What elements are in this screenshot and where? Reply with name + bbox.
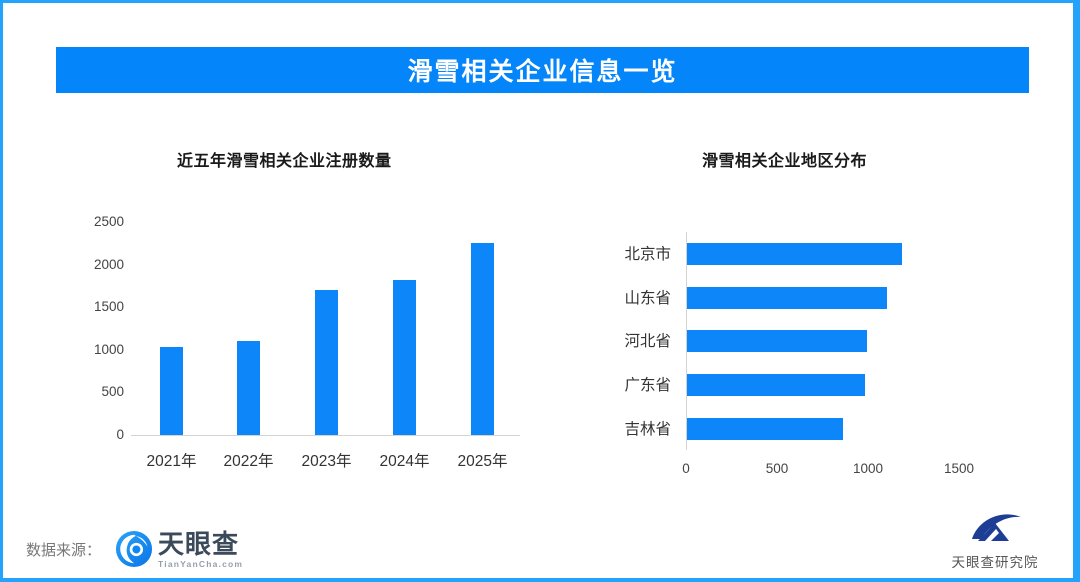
y-axis-tick-label: 1000 xyxy=(93,341,124,357)
y-axis-tick-label: 2500 xyxy=(93,214,124,229)
data-source-row: 数据来源： 天眼查 TianYanCha.com xyxy=(26,527,243,571)
bar xyxy=(393,280,416,435)
y-axis-category-label: 北京市 xyxy=(624,246,671,263)
region-distribution-bar-chart: 北京市山东省河北省广东省吉林省 0 500 1000 1500 xyxy=(600,225,1065,483)
institute-name: 天眼查研究院 xyxy=(951,555,1039,570)
tianyancha-domain: TianYanCha.com xyxy=(158,558,244,569)
y-axis-category-label: 广东省 xyxy=(624,377,671,394)
bar xyxy=(471,243,494,435)
data-source-label: 数据来源： xyxy=(26,541,102,559)
tianyancha-logo: 天眼查 TianYanCha.com xyxy=(115,530,243,569)
x-axis-category-label: 2025年 xyxy=(457,453,508,470)
x-axis-category-label: 2022年 xyxy=(223,453,274,470)
page-title: 滑雪相关企业信息一览 xyxy=(56,47,1029,93)
x-axis-tick-label: 0 xyxy=(682,461,690,476)
y-axis-tick-label: 1500 xyxy=(93,299,124,315)
institute-swoosh-icon xyxy=(972,514,1021,541)
x-axis-line xyxy=(131,435,520,436)
y-axis-category-label: 河北省 xyxy=(624,333,671,350)
tianyancha-eye-icon xyxy=(115,530,153,567)
bar xyxy=(687,418,843,440)
y-axis-category-label: 山东省 xyxy=(624,290,671,307)
x-axis-tick-label: 500 xyxy=(765,461,789,476)
y-axis-line xyxy=(686,232,687,450)
right-chart-title: 滑雪相关企业地区分布 xyxy=(702,153,868,170)
y-axis-category-label: 吉林省 xyxy=(624,421,671,438)
y-axis-tick-label: 2000 xyxy=(93,256,124,272)
bar xyxy=(237,341,260,435)
registrations-bar-chart: 0 500 1000 1500 2000 2500 2021年 2022年 2023年 2024年… xyxy=(88,210,543,475)
y-axis-tick-label: 0 xyxy=(116,427,124,442)
x-axis-tick-label: 1000 xyxy=(852,461,884,476)
left-chart-title: 近五年滑雪相关企业注册数量 xyxy=(177,153,392,170)
x-axis-tick-label: 1500 xyxy=(943,461,975,476)
institute-logo: 天眼查研究院 xyxy=(945,508,1045,571)
bar xyxy=(687,374,865,396)
y-axis-tick-label: 500 xyxy=(101,384,124,400)
bar xyxy=(315,290,338,435)
x-axis-category-label: 2023年 xyxy=(301,453,352,470)
bar xyxy=(687,287,887,309)
bar xyxy=(687,243,902,265)
bar xyxy=(160,347,183,435)
tianyancha-name: 天眼查 xyxy=(158,528,240,559)
tianyancha-wordmark: 天眼查 TianYanCha.com xyxy=(158,530,243,569)
bar xyxy=(687,330,867,352)
x-axis-category-label: 2024年 xyxy=(379,453,430,470)
x-axis-category-label: 2021年 xyxy=(146,453,197,470)
